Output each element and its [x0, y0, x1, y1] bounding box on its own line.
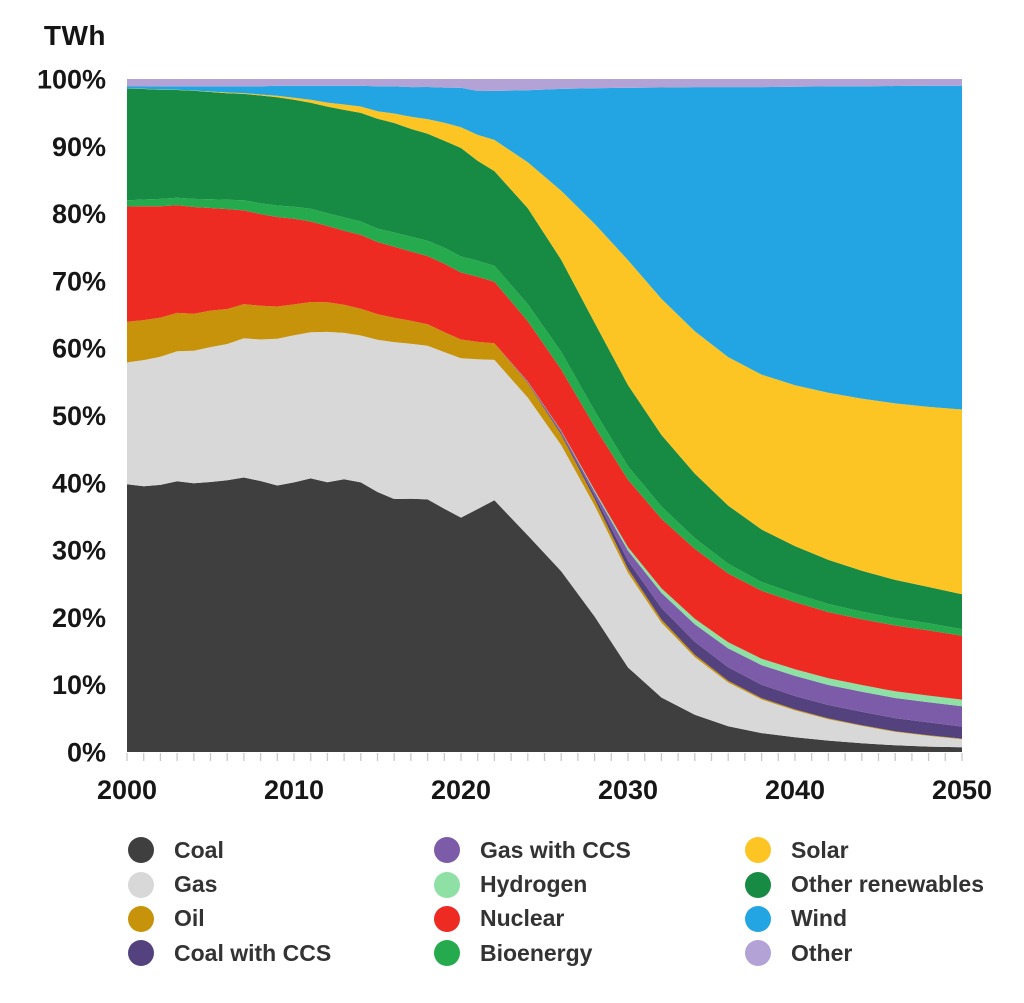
legend-label-wind: Wind — [791, 905, 847, 932]
area-wind — [127, 85, 962, 410]
legend-item-coal-with-ccs: Coal with CCS — [128, 936, 331, 970]
y-axis-label-20: 20% — [52, 603, 106, 633]
y-axis-label-80: 80% — [52, 199, 106, 229]
legend-column-1: Coal Gas Oil Coal with CCS — [128, 833, 331, 971]
y-axis-labels: 0% 10% 20% 30% 40% 50% 60% 70% 80% 90% 100% — [37, 65, 106, 768]
legend-dot-solar-icon — [745, 837, 771, 864]
y-axis-unit-label: TWh — [43, 20, 106, 51]
legend-dot-other-icon — [745, 940, 771, 967]
legend-item-other: Other — [745, 936, 984, 970]
legend-label-hydrogen: Hydrogen — [480, 871, 588, 898]
legend-item-oil: Oil — [128, 902, 331, 936]
legend-label-nuclear: Nuclear — [480, 905, 565, 932]
legend-column-2: Gas with CCS Hydrogen Nuclear Bioenergy — [434, 833, 631, 971]
legend-label-other-renewables: Other renewables — [791, 871, 985, 898]
y-axis-label-100: 100% — [37, 65, 106, 95]
legend-dot-nuclear-icon — [434, 905, 460, 932]
x-axis-label-2040: 2040 — [765, 775, 825, 805]
areas — [127, 79, 962, 752]
x-axis-label-2030: 2030 — [598, 775, 658, 805]
x-axis-labels: 2000 2010 2020 2030 2040 2050 — [97, 775, 992, 805]
area-solar — [127, 88, 962, 595]
legend-dot-coal-icon — [128, 837, 154, 864]
y-axis-label-40: 40% — [52, 468, 106, 498]
legend-label-gas-with-ccs: Gas with CCS — [480, 836, 631, 863]
area-nuclear — [127, 205, 962, 700]
x-axis-label-2020: 2020 — [431, 775, 491, 805]
legend-label-coal: Coal — [174, 836, 224, 863]
legend-item-solar: Solar — [745, 833, 984, 867]
legend-label-solar: Solar — [791, 836, 849, 863]
area-oil — [127, 302, 962, 740]
y-axis-label-10: 10% — [52, 670, 106, 700]
legend-label-other: Other — [791, 939, 853, 966]
area-gas — [127, 331, 962, 748]
legend-dot-oil-icon — [128, 905, 154, 932]
y-axis-label-60: 60% — [52, 334, 106, 364]
legend-item-gas: Gas — [128, 867, 331, 901]
legend-label-gas: Gas — [174, 871, 218, 898]
legend-dot-gas-with-ccs-icon — [434, 837, 460, 864]
legend-item-gas-with-ccs: Gas with CCS — [434, 833, 631, 867]
legend-dot-bioenergy-icon — [434, 940, 460, 967]
legend-label-bioenergy: Bioenergy — [480, 939, 593, 966]
legend-label-oil: Oil — [174, 905, 205, 932]
y-axis-label-0: 0% — [67, 738, 106, 768]
y-axis-label-90: 90% — [52, 132, 106, 162]
x-axis-label-2000: 2000 — [97, 775, 157, 805]
legend-item-wind: Wind — [745, 902, 984, 936]
x-axis-label-2050: 2050 — [932, 775, 992, 805]
legend-item-coal: Coal — [128, 833, 331, 867]
legend-item-hydrogen: Hydrogen — [434, 867, 631, 901]
legend-dot-coal-with-ccs-icon — [128, 940, 154, 967]
legend-dot-gas-icon — [128, 871, 154, 898]
legend-dot-wind-icon — [745, 905, 771, 932]
legend-item-other-renewables: Other renewables — [745, 867, 984, 901]
legend-label-coal-with-ccs: Coal with CCS — [174, 939, 332, 966]
legend-item-bioenergy: Bioenergy — [434, 936, 631, 970]
x-axis-label-2010: 2010 — [264, 775, 324, 805]
chart-legend: Coal Gas Oil Coal with CCS Gas with CCS Hydro… — [0, 833, 1024, 983]
area-coal — [127, 477, 962, 752]
legend-dot-other-renewables-icon — [745, 871, 771, 898]
legend-column-3: Solar Other renewables Wind Other — [745, 833, 984, 971]
legend-item-nuclear: Nuclear — [434, 902, 631, 936]
y-axis-label-70: 70% — [52, 266, 106, 296]
x-axis-ticks — [126, 753, 963, 761]
area-other-renewables — [127, 88, 962, 630]
legend-dot-hydrogen-icon — [434, 871, 460, 898]
y-axis-label-50: 50% — [52, 401, 106, 431]
area-other — [127, 79, 962, 91]
y-axis-label-30: 30% — [52, 536, 106, 566]
